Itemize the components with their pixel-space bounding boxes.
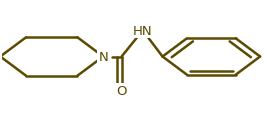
Text: HN: HN — [133, 25, 152, 38]
Text: N: N — [98, 51, 108, 63]
Text: O: O — [116, 84, 127, 97]
